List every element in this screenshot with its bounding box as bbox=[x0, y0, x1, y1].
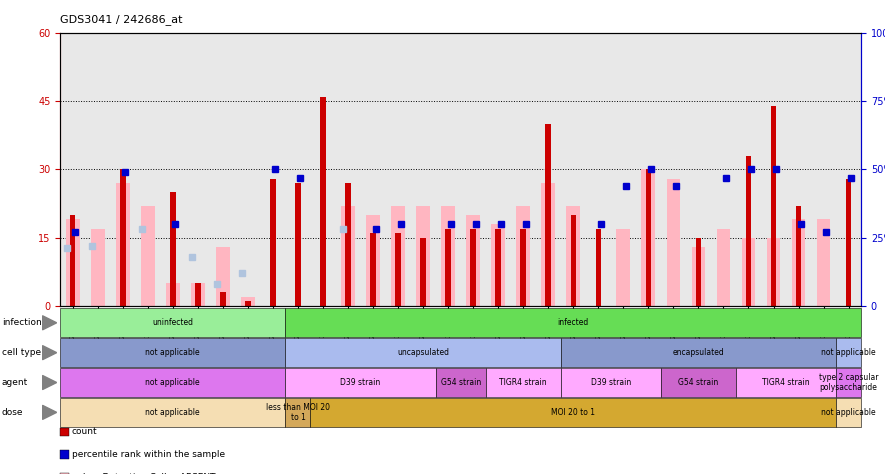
Bar bbox=[320, 97, 326, 306]
Bar bbox=[617, 228, 630, 306]
Bar bbox=[345, 183, 350, 306]
Bar bbox=[766, 237, 781, 306]
Bar bbox=[817, 219, 830, 306]
Bar bbox=[471, 228, 476, 306]
Bar bbox=[596, 228, 601, 306]
Bar bbox=[746, 156, 751, 306]
Bar bbox=[491, 224, 505, 306]
Bar bbox=[566, 206, 581, 306]
Text: agent: agent bbox=[2, 378, 28, 387]
Bar bbox=[270, 179, 276, 306]
Bar bbox=[445, 228, 450, 306]
Bar bbox=[792, 219, 805, 306]
Text: MOI 20 to 1: MOI 20 to 1 bbox=[551, 408, 596, 417]
Bar bbox=[191, 283, 204, 306]
Bar bbox=[666, 179, 681, 306]
Bar bbox=[116, 183, 129, 306]
Text: uncapsulated: uncapsulated bbox=[397, 348, 449, 357]
Bar bbox=[542, 183, 555, 306]
Text: not applicable: not applicable bbox=[821, 408, 876, 417]
Bar bbox=[645, 170, 651, 306]
Text: dose: dose bbox=[2, 408, 23, 417]
Bar bbox=[366, 215, 380, 306]
Bar bbox=[691, 246, 705, 306]
Bar bbox=[65, 219, 80, 306]
Text: encapsulated: encapsulated bbox=[673, 348, 724, 357]
Text: uninfected: uninfected bbox=[152, 319, 193, 327]
Text: value, Detection Call = ABSENT: value, Detection Call = ABSENT bbox=[72, 473, 215, 474]
Text: infection: infection bbox=[2, 319, 42, 327]
Text: not applicable: not applicable bbox=[145, 408, 200, 417]
Polygon shape bbox=[42, 346, 57, 360]
Bar bbox=[165, 283, 180, 306]
Bar bbox=[170, 192, 175, 306]
Text: D39 strain: D39 strain bbox=[341, 378, 381, 387]
Bar bbox=[370, 233, 376, 306]
Bar bbox=[696, 237, 701, 306]
Bar bbox=[846, 179, 851, 306]
Bar bbox=[642, 170, 655, 306]
Bar bbox=[195, 283, 201, 306]
Text: TIGR4 strain: TIGR4 strain bbox=[762, 378, 810, 387]
Bar bbox=[466, 215, 480, 306]
Bar bbox=[771, 106, 776, 306]
Bar bbox=[220, 292, 226, 306]
Text: GDS3041 / 242686_at: GDS3041 / 242686_at bbox=[60, 14, 182, 25]
Bar bbox=[420, 237, 426, 306]
Bar bbox=[396, 233, 401, 306]
Bar bbox=[796, 206, 801, 306]
Bar bbox=[70, 215, 75, 306]
Bar bbox=[442, 206, 455, 306]
Bar bbox=[516, 206, 530, 306]
Text: infected: infected bbox=[558, 319, 589, 327]
Polygon shape bbox=[42, 375, 57, 390]
Bar bbox=[91, 228, 104, 306]
Bar bbox=[120, 170, 126, 306]
Text: D39 strain: D39 strain bbox=[590, 378, 631, 387]
Text: G54 strain: G54 strain bbox=[678, 378, 719, 387]
Bar bbox=[717, 228, 730, 306]
Polygon shape bbox=[42, 405, 57, 419]
Bar bbox=[520, 228, 526, 306]
Bar bbox=[341, 206, 355, 306]
Bar bbox=[742, 237, 756, 306]
Text: count: count bbox=[72, 428, 97, 436]
Bar bbox=[416, 206, 430, 306]
Bar bbox=[391, 206, 405, 306]
Text: less than MOI 20
to 1: less than MOI 20 to 1 bbox=[266, 403, 330, 422]
Bar bbox=[141, 206, 155, 306]
Bar bbox=[216, 246, 230, 306]
Bar bbox=[496, 228, 501, 306]
Text: percentile rank within the sample: percentile rank within the sample bbox=[72, 450, 225, 459]
Text: G54 strain: G54 strain bbox=[441, 378, 481, 387]
Bar bbox=[296, 183, 301, 306]
Polygon shape bbox=[42, 316, 57, 330]
Bar bbox=[571, 215, 576, 306]
Bar bbox=[241, 297, 255, 306]
Text: cell type: cell type bbox=[2, 348, 41, 357]
Text: type 2 capsular
polysaccharide: type 2 capsular polysaccharide bbox=[819, 373, 878, 392]
Text: not applicable: not applicable bbox=[821, 348, 876, 357]
Text: not applicable: not applicable bbox=[145, 378, 200, 387]
Bar bbox=[545, 124, 551, 306]
Bar bbox=[245, 301, 250, 306]
Text: not applicable: not applicable bbox=[145, 348, 200, 357]
Text: TIGR4 strain: TIGR4 strain bbox=[499, 378, 547, 387]
